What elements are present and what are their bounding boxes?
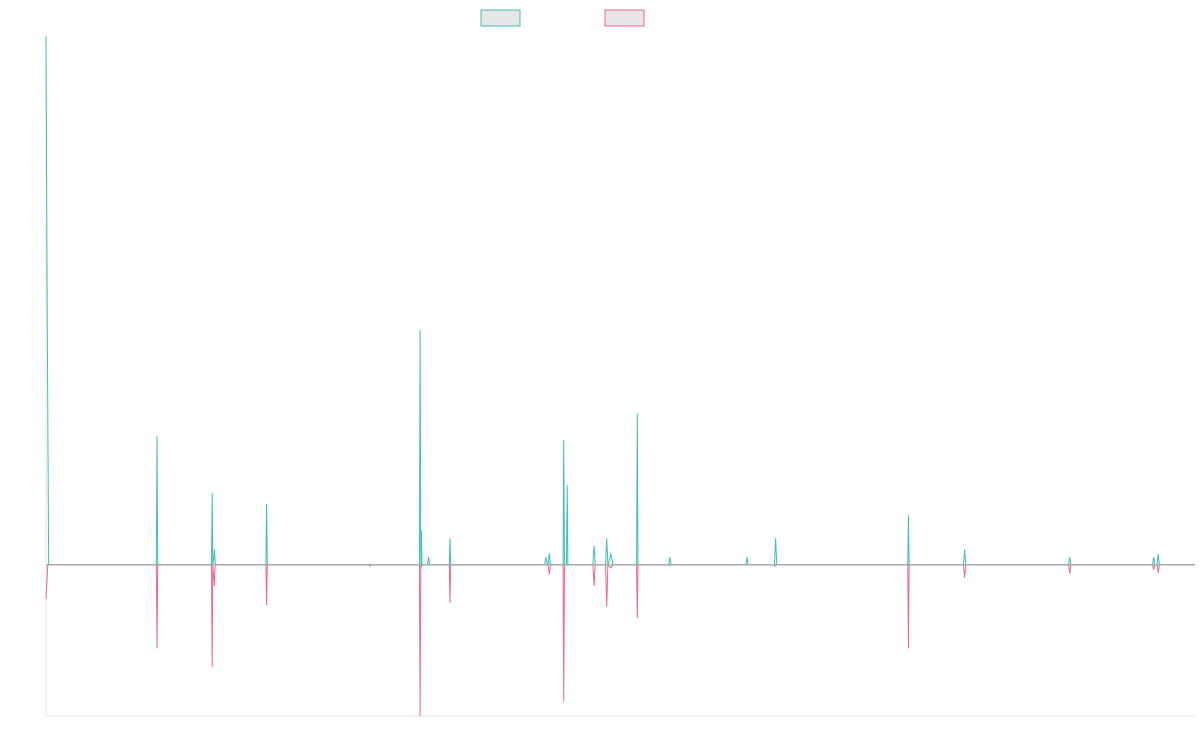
legend-item-2[interactable] (604, 9, 645, 27)
legend[interactable] (480, 9, 645, 27)
series-line-2 (45, 564, 1195, 717)
legend-item-1[interactable] (480, 9, 521, 27)
legend-swatch-2[interactable] (604, 9, 645, 27)
axes (45, 36, 1195, 717)
legend-swatch-1[interactable] (480, 9, 521, 27)
series-line-1 (45, 35, 1195, 566)
series-layer (45, 35, 1195, 717)
